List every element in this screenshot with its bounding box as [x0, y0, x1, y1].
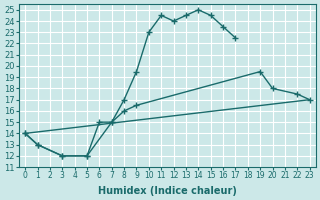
X-axis label: Humidex (Indice chaleur): Humidex (Indice chaleur): [98, 186, 237, 196]
